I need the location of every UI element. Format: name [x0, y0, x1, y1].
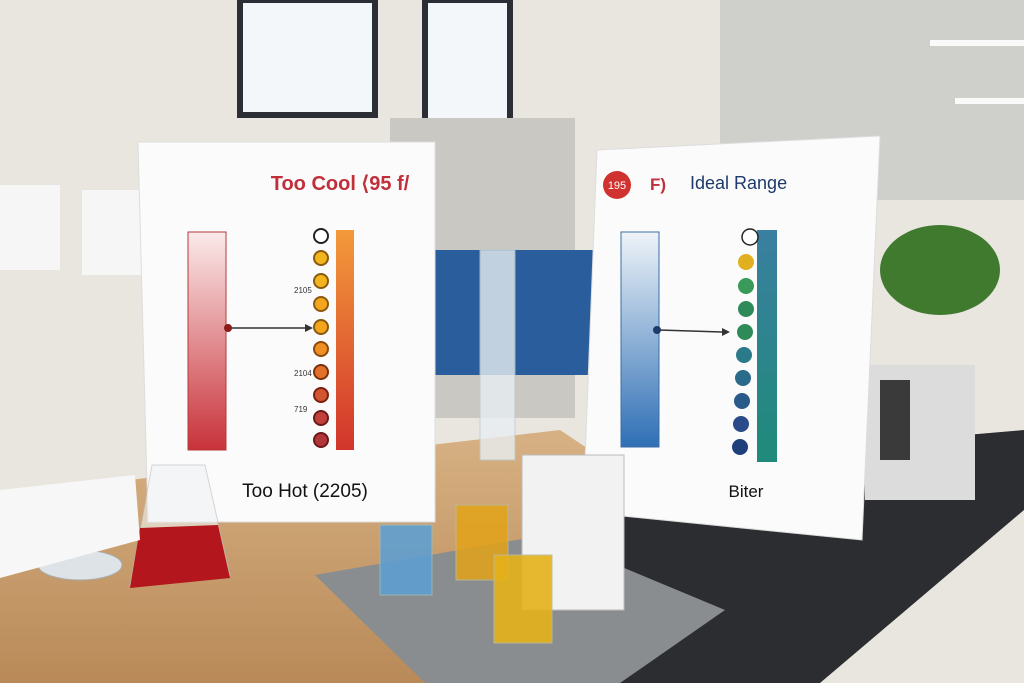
gauge-bar [187, 231, 227, 451]
gauge-bar [757, 230, 777, 462]
scale-label: 2104 [294, 369, 312, 378]
poster-title: Too Cool ⟨95 f/ [271, 173, 410, 195]
beaker-blue [379, 524, 433, 596]
marker [653, 326, 661, 334]
cylinder [479, 249, 516, 461]
scale-label: 2105 [294, 286, 312, 295]
arrow [658, 329, 723, 333]
badge-text: 195 [608, 180, 626, 192]
poster-footer: Too Hot (2205) [242, 481, 368, 502]
light [955, 98, 1024, 104]
paper [0, 475, 140, 578]
window [237, 0, 378, 118]
marker [224, 324, 232, 332]
poster-title: Ideal Range [690, 173, 787, 193]
badge [603, 171, 631, 199]
light [930, 40, 1024, 46]
beaker-yellow [493, 554, 553, 644]
wall-chart [0, 185, 60, 270]
window [422, 0, 513, 128]
red-liquid [130, 525, 230, 588]
dots [732, 228, 759, 455]
dots [313, 228, 329, 448]
gauge-bar [336, 230, 354, 450]
arrow-head [722, 328, 730, 336]
plant [880, 225, 1000, 315]
scale-label: 719 [294, 405, 308, 414]
gauge-bar [620, 231, 660, 448]
poster-footer: Biter [729, 482, 764, 501]
arrow-head [305, 324, 313, 332]
instrument-part [880, 380, 910, 460]
wall-chart [82, 190, 142, 275]
unit: F) [650, 175, 666, 194]
